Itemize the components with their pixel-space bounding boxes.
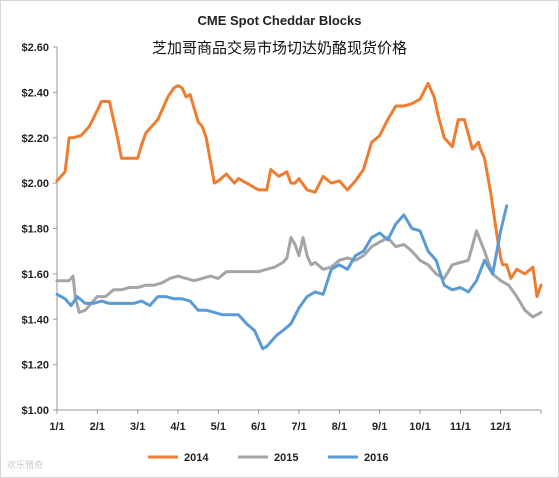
legend-label-2015: 2015 xyxy=(274,452,298,464)
x-tick-label: 1/1 xyxy=(49,421,64,433)
x-tick-label: 8/1 xyxy=(332,421,347,433)
x-tick-label: 9/1 xyxy=(372,421,387,433)
y-tick-label: $1.60 xyxy=(21,269,49,281)
series-line-2014 xyxy=(55,81,543,299)
chart-title: CME Spot Cheddar Blocks xyxy=(197,13,362,28)
series-line-2016 xyxy=(55,204,509,351)
y-tick-label: $1.40 xyxy=(21,314,49,326)
watermark: 欢乐猎奇 xyxy=(7,461,44,471)
y-tick-label: $2.40 xyxy=(21,87,49,99)
x-tick-label: 10/1 xyxy=(409,421,430,433)
x-tick-label: 12/1 xyxy=(490,421,511,433)
y-tick-label: $2.60 xyxy=(21,42,49,54)
legend-label-2014: 2014 xyxy=(184,452,209,464)
series-line-2015 xyxy=(55,229,543,319)
y-tick-label: $1.80 xyxy=(21,224,49,236)
x-tick-label: 4/1 xyxy=(170,421,185,433)
x-tick-label: 6/1 xyxy=(251,421,266,433)
legend-label-2016: 2016 xyxy=(364,452,388,464)
y-tick-label: $1.00 xyxy=(21,405,49,417)
x-tick-label: 2/1 xyxy=(90,421,105,433)
y-tick-label: $2.20 xyxy=(21,133,49,145)
y-tick-label: $1.20 xyxy=(21,360,49,372)
y-tick-label: $2.00 xyxy=(21,178,49,190)
x-tick-label: 11/1 xyxy=(450,421,471,433)
x-tick-label: 3/1 xyxy=(130,421,145,433)
x-tick-label: 5/1 xyxy=(211,421,226,433)
chart-subtitle: 芝加哥商品交易市场切达奶酪现货价格 xyxy=(151,39,407,57)
x-tick-label: 7/1 xyxy=(291,421,306,433)
